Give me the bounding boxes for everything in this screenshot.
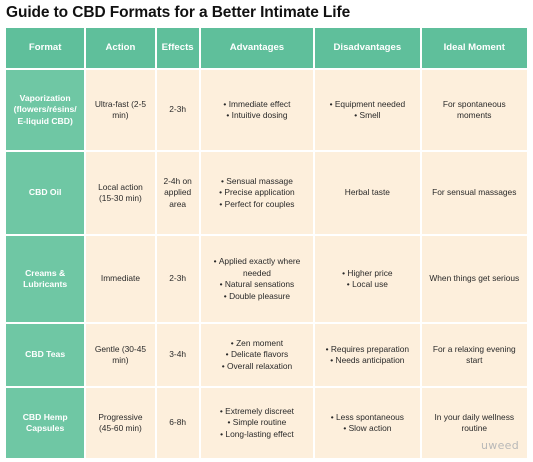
header-disadvantages: Disadvantages	[315, 28, 420, 68]
format-cell: CBD Hemp Capsules	[6, 388, 85, 458]
list-item: Applied exactly where needed	[205, 256, 309, 279]
brand-logo: uweed	[481, 439, 519, 452]
list-item: Simple routine	[205, 417, 309, 429]
disadvantages-cell: Less spontaneous Slow action	[315, 388, 420, 458]
list-item: Double pleasure	[205, 291, 309, 303]
header-format: Format	[6, 28, 85, 68]
advantages-cell: Zen moment Delicate flavors Overall rela…	[200, 324, 314, 386]
action-cell: Progressive (45-60 min)	[86, 388, 155, 458]
disadvantages-cell: Equipment needed Smell	[315, 70, 420, 150]
cbd-formats-table: Format Action Effects Advantages Disadva…	[4, 26, 529, 460]
advantages-cell: Immediate effect Intuitive dosing	[200, 70, 314, 150]
list-item: Local use	[319, 279, 415, 291]
ideal-moment-cell: For spontaneous moments	[421, 70, 527, 150]
header-row: Format Action Effects Advantages Disadva…	[6, 28, 527, 68]
ideal-moment-cell: In your daily wellness routine	[421, 388, 527, 458]
list-item: Requires preparation	[319, 344, 415, 356]
list-item: Natural sensations	[205, 279, 309, 291]
page-title: Guide to CBD Formats for a Better Intima…	[6, 4, 351, 21]
list-item: Immediate effect	[205, 99, 309, 111]
list-item: Intuitive dosing	[205, 110, 309, 122]
action-cell: Gentle (30-45 min)	[86, 324, 155, 386]
list-item: Sensual massage	[205, 176, 309, 188]
effects-cell: 2-4h on applied area	[156, 152, 199, 234]
list-item: Needs anticipation	[319, 355, 415, 367]
advantages-cell: Sensual massage Precise application Perf…	[200, 152, 314, 234]
list-item: Higher price	[319, 268, 415, 280]
format-cell: CBD Teas	[6, 324, 85, 386]
ideal-moment-cell: For a relaxing evening start	[421, 324, 527, 386]
header-action: Action	[86, 28, 155, 68]
table-row: CBD Hemp Capsules Progressive (45-60 min…	[6, 388, 527, 458]
advantages-cell: Applied exactly where needed Natural sen…	[200, 236, 314, 322]
effects-cell: 3-4h	[156, 324, 199, 386]
effects-cell: 6-8h	[156, 388, 199, 458]
ideal-moment-cell: For sensual massages	[421, 152, 527, 234]
table-row: CBD Teas Gentle (30-45 min) 3-4h Zen mom…	[6, 324, 527, 386]
format-cell: Creams & Lubricants	[6, 236, 85, 322]
list-item: Less spontaneous	[319, 412, 415, 424]
list-item: Precise application	[205, 187, 309, 199]
list-item: Extremely discreet	[205, 406, 309, 418]
table-row: Creams & Lubricants Immediate 2-3h Appli…	[6, 236, 527, 322]
header-effects: Effects	[156, 28, 199, 68]
disadvantages-cell: Herbal taste	[315, 152, 420, 234]
action-cell: Local action (15-30 min)	[86, 152, 155, 234]
list-item: Delicate flavors	[205, 349, 309, 361]
list-item: Slow action	[319, 423, 415, 435]
list-item: Long-lasting effect	[205, 429, 309, 441]
ideal-moment-cell: When things get serious	[421, 236, 527, 322]
format-cell: Vaporization (flowers/résins/ E-liquid C…	[6, 70, 85, 150]
table-row: Vaporization (flowers/résins/ E-liquid C…	[6, 70, 527, 150]
list-item: Overall relaxation	[205, 361, 309, 373]
action-cell: Ultra-fast (2-5 min)	[86, 70, 155, 150]
list-item: Equipment needed	[319, 99, 415, 111]
list-item: Smell	[319, 110, 415, 122]
action-cell: Immediate	[86, 236, 155, 322]
disadvantages-cell: Higher price Local use	[315, 236, 420, 322]
effects-cell: 2-3h	[156, 70, 199, 150]
list-item: Zen moment	[205, 338, 309, 350]
disadvantages-cell: Requires preparation Needs anticipation	[315, 324, 420, 386]
header-ideal-moment: Ideal Moment	[421, 28, 527, 68]
list-item: Perfect for couples	[205, 199, 309, 211]
table-row: CBD Oil Local action (15-30 min) 2-4h on…	[6, 152, 527, 234]
header-advantages: Advantages	[200, 28, 314, 68]
advantages-cell: Extremely discreet Simple routine Long-l…	[200, 388, 314, 458]
effects-cell: 2-3h	[156, 236, 199, 322]
format-cell: CBD Oil	[6, 152, 85, 234]
